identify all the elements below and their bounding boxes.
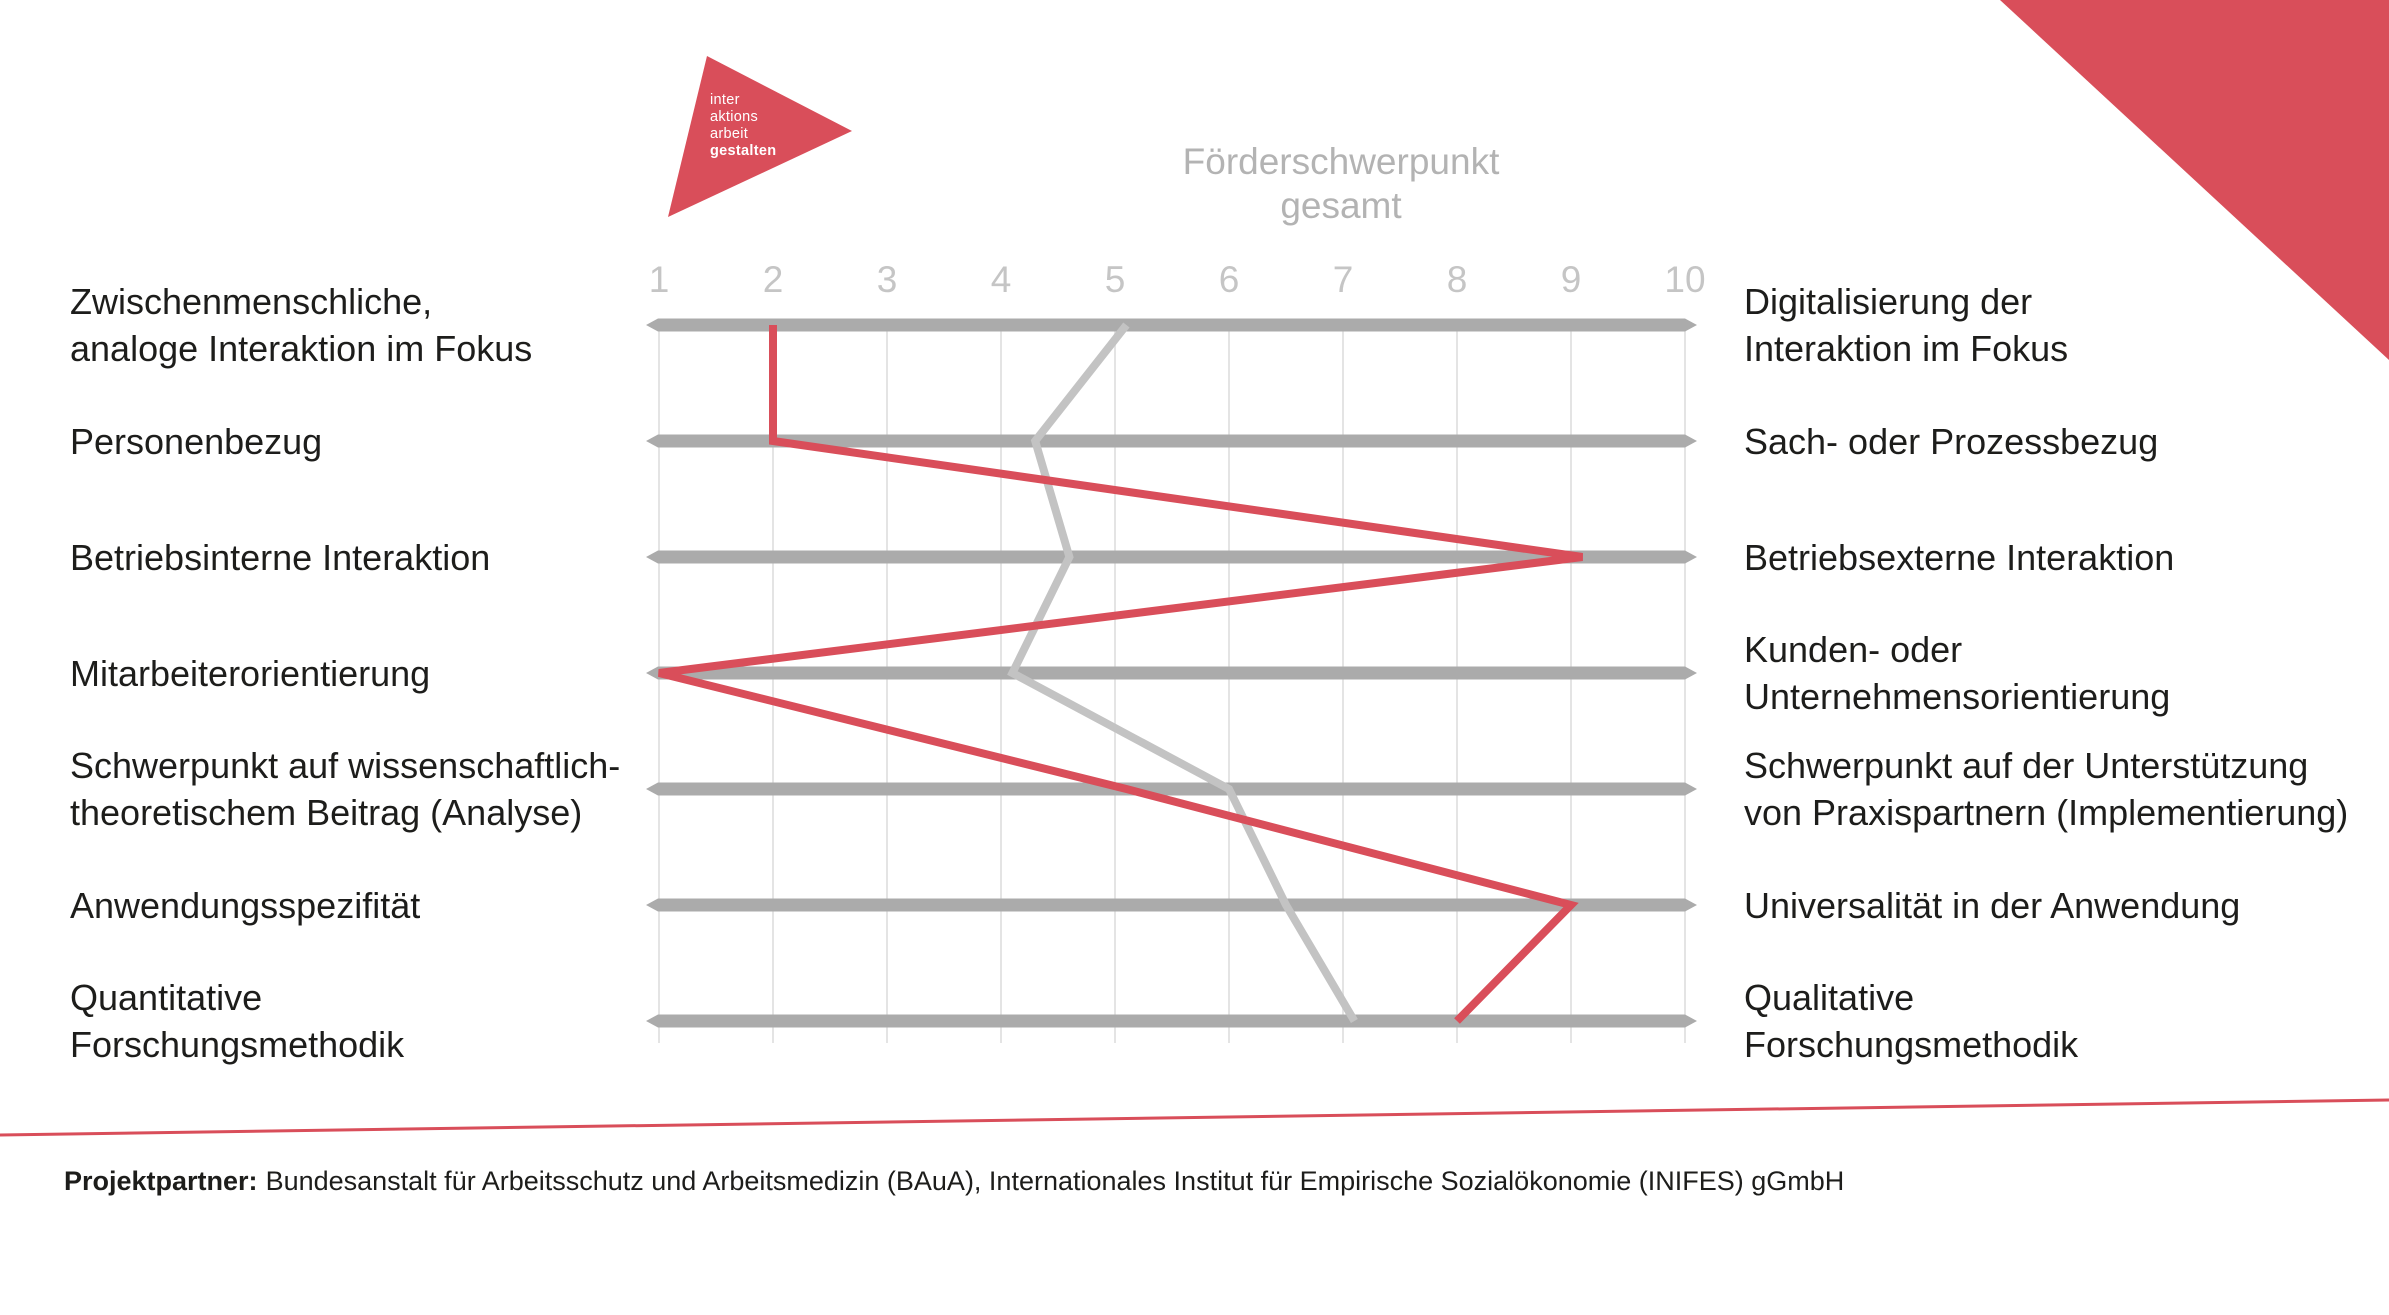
axis-tick-label: 4 [991, 259, 1012, 300]
axis-tick-label: 6 [1219, 259, 1240, 300]
scale-bar [646, 550, 1697, 564]
row-label-left-6: Quantitative Forschungsmethodik [70, 977, 405, 1065]
series-line-1 [658, 325, 1583, 1024]
logo-text-line: inter [710, 92, 740, 108]
row-label-right-1: Sach- oder Prozessbezug [1744, 420, 2159, 462]
footer-divider-line [0, 1098, 2389, 1137]
scale-bar [646, 1014, 1697, 1028]
axis-tick-label: 10 [1664, 259, 1705, 300]
row-label-left-0: Zwischenmenschliche, analoge Interaktion… [70, 281, 533, 369]
scale-bar [646, 898, 1697, 912]
footer-text: Bundesanstalt für Arbeitsschutz und Arbe… [265, 1166, 1845, 1196]
axis-tick-label: 5 [1105, 259, 1126, 300]
corner-accent-triangle [2000, 0, 2389, 360]
row-label-left-3: Mitarbeiterorientierung [70, 652, 431, 694]
row-label-left-4: Schwerpunkt auf wissenschaftlich- theore… [70, 745, 621, 833]
row-label-right-4: Schwerpunkt auf der Unterstützung von Pr… [1744, 745, 2349, 833]
scale-bar [646, 782, 1697, 796]
series-lines [658, 322, 1583, 1024]
logo-triangle-icon [668, 56, 852, 217]
chart-title-line1: Förderschwerpunkt [1182, 141, 1500, 182]
axis-tick-label: 7 [1333, 259, 1354, 300]
axis-tick-label: 2 [763, 259, 784, 300]
logo: inter aktions arbeit gestalten [668, 56, 852, 217]
row-label-right-6: Qualitative Forschungsmethodik [1744, 977, 2079, 1065]
axis-tick-labels: 1 2 3 4 5 6 7 8 9 10 [649, 259, 1706, 300]
axis-tick-label: 8 [1447, 259, 1468, 300]
row-label-left-1: Personenbezug [70, 420, 323, 462]
row-label-left-5: Anwendungsspezifität [70, 884, 421, 926]
row-label-left-2: Betriebsinterne Interaktion [70, 536, 491, 578]
series-line-0 [1007, 322, 1358, 1024]
row-label-right-0: Digitalisierung der Interaktion im Fokus [1744, 281, 2069, 369]
row-label-right-3: Kunden- oder Unternehmensorientierung [1744, 629, 2171, 717]
scale-bar [646, 666, 1697, 680]
logo-text-line: arbeit [710, 126, 748, 142]
scale-bars [646, 318, 1697, 1028]
scale-bar [646, 318, 1697, 332]
logo-text-line: gestalten [710, 143, 776, 159]
footer: Projektpartner: Bundesanstalt für Arbeits… [64, 1166, 1844, 1197]
chart-title: Förderschwerpunkt gesamt [1136, 140, 1546, 228]
scale-bar [646, 434, 1697, 448]
footer-label: Projektpartner: [64, 1166, 258, 1196]
logo-text-line: aktions [710, 109, 758, 125]
row-label-right-5: Universalität in der Anwendung [1744, 884, 2241, 926]
axis-tick-label: 3 [877, 259, 898, 300]
gridlines [658, 320, 1686, 1043]
axis-tick-label: 1 [649, 259, 670, 300]
row-label-right-2: Betriebsexterne Interaktion [1744, 536, 2175, 578]
chart-title-line2: gesamt [1280, 185, 1402, 226]
axis-tick-label: 9 [1561, 259, 1582, 300]
